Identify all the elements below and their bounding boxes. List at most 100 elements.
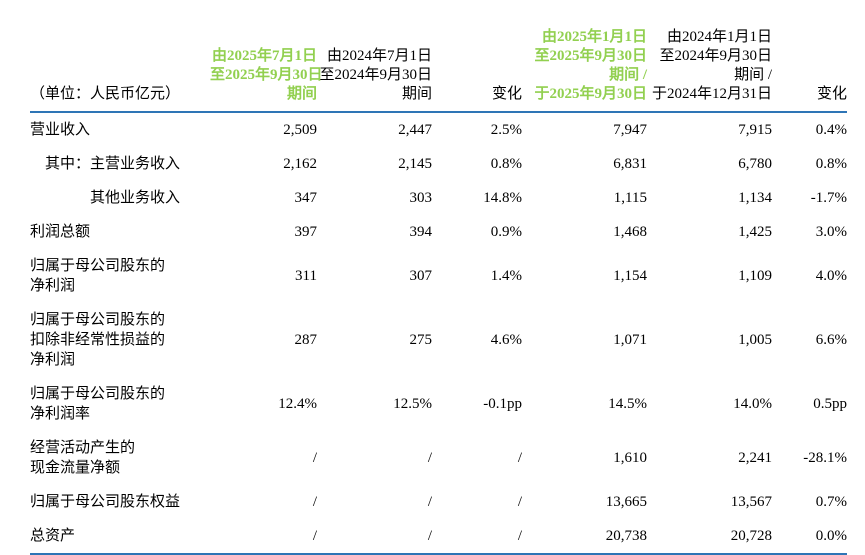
cell-q3-2024: 12.5% — [393, 396, 432, 412]
cell-ytd-2025: 20,738 — [522, 519, 647, 555]
cell-ytd-2025: 1,610 — [613, 450, 647, 466]
column-header-line: 期间 — [401, 86, 432, 102]
row-label: 归属于母公司股东的 扣除非经常性损益的 净利润 — [30, 303, 210, 377]
column-header-line: 期间 / — [734, 67, 772, 83]
row-label-line: 归属于母公司股东的 — [30, 312, 166, 328]
column-header-line: 于2024年12月31日 — [651, 86, 772, 102]
cell-ytd-2024: 14.0% — [733, 396, 772, 412]
cell-change-ytd: 0.4% — [815, 122, 847, 138]
cell-change-ytd: 0.7% — [815, 494, 847, 510]
column-header-line: 由2024年7月1日 — [326, 48, 432, 64]
cell-q3-2025: 2,162 — [283, 156, 317, 172]
row-label-line: 归属于母公司股东的 — [30, 386, 166, 402]
row-label: 归属于母公司股东的 净利润 — [30, 249, 210, 303]
row-label: 归属于母公司股东的 净利润率 — [30, 377, 210, 431]
row-label-line: 归属于母公司股东权益 — [30, 494, 181, 510]
cell-change-ytd: 0.0% — [772, 519, 847, 555]
column-header-q3-2025: 由2025年7月1日 至2025年9月30日 期间 — [210, 28, 323, 113]
table-row: 归属于母公司股东的 扣除非经常性损益的 净利润 287 275 4.6% 1,071 1,00… — [30, 303, 847, 377]
cell-ytd-2024: 1,005 — [738, 332, 772, 348]
cell-change-ytd: 4.0% — [815, 268, 847, 284]
cell-ytd-2024: 1,425 — [738, 224, 772, 240]
cell-change-ytd: 6.6% — [815, 332, 847, 348]
row-label-line: 总资产 — [30, 528, 76, 544]
cell-ytd-2024: 1,134 — [738, 190, 772, 206]
cell-q3-2025: 311 — [295, 268, 317, 284]
table-body: 营业收入 2,509 2,447 2.5% 7,947 7,915 0.4% 其中：主营业务收… — [30, 112, 847, 555]
row-label: 经营活动产生的 现金流量净额 — [30, 431, 210, 485]
cell-change-quarter: 0.8% — [490, 156, 522, 172]
cell-change-ytd: 0.5pp — [813, 396, 847, 412]
cell-ytd-2024: 2,241 — [738, 450, 772, 466]
cell-q3-2025: 397 — [294, 224, 318, 240]
column-header-line: 至2024年9月30日 — [319, 67, 432, 83]
cell-change-quarter: 14.8% — [483, 190, 522, 206]
row-label-line: 归属于母公司股东的 — [30, 258, 166, 274]
cell-ytd-2025: 14.5% — [608, 396, 647, 412]
column-header-line: 由2025年1月1日 — [541, 29, 647, 45]
table-row: 其中：主营业务收入 2,162 2,145 0.8% 6,831 6,780 0.8% — [30, 147, 847, 181]
column-header-line: 期间 / — [609, 67, 647, 83]
column-header-change-quarter: 变化 — [432, 28, 522, 113]
header-row: （单位：人民币亿元） 由2025年7月1日 至2025年9月30日 期间 由2024年… — [30, 28, 847, 113]
row-label: 其中：主营业务收入 — [30, 147, 210, 181]
cell-change-quarter: 4.6% — [490, 332, 522, 348]
row-label: 利润总额 — [30, 215, 210, 249]
cell-q3-2025: 287 — [294, 332, 318, 348]
column-header-line: 于2025年9月30日 — [534, 86, 647, 102]
column-header-q3-2024: 由2024年7月1日至2024年9月30日期间 — [317, 28, 432, 113]
row-label: 其他业务收入 — [30, 181, 210, 215]
cell-ytd-2025: 1,115 — [613, 190, 647, 206]
cell-q3-2024: 2,145 — [398, 156, 432, 172]
cell-change-ytd: -1.7% — [810, 190, 847, 206]
cell-ytd-2025: 1,154 — [613, 268, 647, 284]
row-label-line: 净利润 — [30, 352, 76, 368]
column-header-line: 变化 — [816, 86, 847, 102]
cell-ytd-2024: 20,728 — [647, 519, 772, 555]
cell-ytd-2024: 6,780 — [738, 156, 772, 172]
cell-ytd-2024: 13,567 — [730, 494, 772, 510]
row-label-line: 利润总额 — [30, 224, 91, 240]
cell-q3-2024: 307 — [409, 268, 433, 284]
cell-change-quarter: / — [517, 494, 522, 510]
cell-q3-2025: / — [312, 450, 317, 466]
cell-change-quarter: / — [517, 450, 522, 466]
cell-change-ytd: 3.0% — [815, 224, 847, 240]
column-header-line: 变化 — [491, 86, 522, 102]
row-label-line: 营业收入 — [30, 122, 91, 138]
cell-change-quarter: 2.5% — [490, 122, 522, 138]
table-row: 归属于母公司股东的 净利润 311 307 1.4% 1,154 1,109 4.0% — [30, 249, 847, 303]
cell-change-quarter: -0.1pp — [483, 396, 522, 412]
cell-q3-2025: 12.4% — [278, 396, 317, 412]
unit-label: （单位：人民币亿元） — [30, 28, 210, 113]
cell-q3-2024: / — [317, 519, 432, 555]
cell-ytd-2025: 1,071 — [613, 332, 647, 348]
row-label-line: 其中：主营业务收入 — [45, 156, 181, 172]
row-label-line: 其他业务收入 — [90, 190, 181, 206]
cell-q3-2024: / — [427, 450, 432, 466]
row-label-line: 净利润 — [30, 278, 76, 294]
cell-q3-2025: 2,509 — [283, 122, 317, 138]
table-row: 总资产 / //20,738 20,728 0.0% — [30, 519, 847, 555]
column-header-line: 至2024年9月30日 — [659, 48, 772, 64]
cell-change-ytd: 0.8% — [815, 156, 847, 172]
cell-change-quarter: / — [432, 519, 522, 555]
table-row: 经营活动产生的 现金流量净额 / / / 1,610 2,241 -28.1% — [30, 431, 847, 485]
cell-ytd-2024: 1,109 — [738, 268, 772, 284]
cell-q3-2025: / — [312, 494, 317, 510]
table-header: （单位：人民币亿元） 由2025年7月1日 至2025年9月30日 期间 由2024年… — [30, 28, 847, 113]
table-row: 归属于母公司股东的 净利润率 12.4% 12.5% -0.1pp 14.5% 14.0% 0… — [30, 377, 847, 431]
cell-q3-2025: 347 — [294, 190, 318, 206]
row-label: 归属于母公司股东权益 — [30, 485, 210, 519]
row-label-line: 净利润率 — [30, 406, 91, 422]
table-row: 利润总额 397 394 0.9% 1,468 1,425 3.0% — [30, 215, 847, 249]
cell-q3-2025: / — [210, 519, 317, 555]
column-header-line: 由2024年1月1日 — [666, 29, 772, 45]
row-label-line: 现金流量净额 — [30, 460, 121, 476]
cell-q3-2024: 275 — [409, 332, 433, 348]
cell-change-ytd: -28.1% — [803, 450, 847, 466]
table-row: 营业收入 2,509 2,447 2.5% 7,947 7,915 0.4% — [30, 112, 847, 147]
column-header-line: 期间 — [286, 86, 317, 102]
column-header-line: 至2025年9月30日 — [534, 48, 647, 64]
cell-ytd-2025: 1,468 — [613, 224, 647, 240]
